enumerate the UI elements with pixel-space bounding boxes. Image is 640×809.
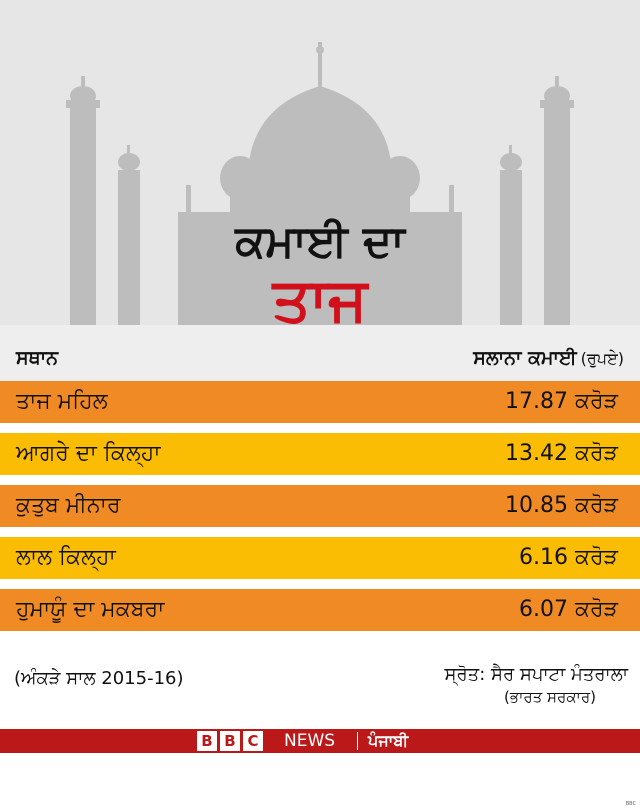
title-line-2: ਤਾਜ <box>272 265 368 325</box>
source-line-2: (ਭਾਰਤ ਸਰਕਾਰ) <box>504 688 596 706</box>
source-credit: ਸ੍ਰੋਤ: ਸੈਰ ਸਪਾਟਾ ਮੰਤਰਾਲਾ (ਭਾਰਤ ਸਰਕਾਰ) <box>445 664 628 708</box>
bbc-letter-2: B <box>220 731 240 751</box>
row-value: 13.42 ਕਰੋੜ <box>505 441 618 466</box>
row-bar <box>0 381 640 423</box>
row-place: ਲਾਲ ਕਿਲ੍ਹਾ <box>16 545 116 570</box>
bbc-letter-3: C <box>243 731 263 751</box>
language-label: ਪੰਜਾਬੀ <box>368 731 409 750</box>
column-header-place: ਸਥਾਨ <box>16 347 59 369</box>
bbc-logo: B B C <box>197 731 263 751</box>
row-place: ਹੁਮਾਯੂੰ ਦਾ ਮਕਬਰਾ <box>16 597 165 622</box>
row-place: ਤਾਜ ਮਹਿਲ <box>16 389 108 414</box>
title-line-1: ਕਮਾਈ ਦਾ <box>235 216 405 267</box>
corner-credit: BBC <box>625 801 636 807</box>
earnings-table: ਤਾਜ ਮਹਿਲ 17.87 ਕਰੋੜ ਆਗਰੇ ਦਾ ਕਿਲ੍ਹਾ 13.42 ਕਰ… <box>0 381 640 641</box>
row-value: 6.16 ਕਰੋੜ <box>519 545 618 570</box>
bbc-letter-1: B <box>197 731 217 751</box>
row-value: 6.07 ਕਰੋੜ <box>519 597 618 622</box>
row-bar <box>0 589 640 631</box>
earnings-label: ਸਲਾਨਾ ਕਮਾਈ <box>473 347 577 369</box>
taj-mahal-silhouette <box>66 42 574 325</box>
row-bar <box>0 485 640 527</box>
row-place: ਆਗਰੇ ਦਾ ਕਿਲ੍ਹਾ <box>16 441 161 466</box>
hero-banner: ਕਮਾਈ ਦਾ ਤਾਜ <box>0 0 640 325</box>
table-row: ਹੁਮਾਯੂੰ ਦਾ ਮਕਬਰਾ 6.07 ਕਰੋੜ <box>0 589 640 631</box>
table-row: ਕੁਤੁਬ ਮੀਨਾਰ 10.85 ਕਰੋੜ <box>0 485 640 527</box>
table-row: ਤਾਜ ਮਹਿਲ 17.87 ਕਰੋੜ <box>0 381 640 423</box>
table-row: ਆਗਰੇ ਦਾ ਕਿਲ੍ਹਾ 13.42 ਕਰੋੜ <box>0 433 640 475</box>
row-place: ਕੁਤੁਬ ਮੀਨਾਰ <box>16 493 121 518</box>
source-line-1: ਸ੍ਰੋਤ: ਸੈਰ ਸਪਾਟਾ ਮੰਤਰਾਲਾ <box>444 664 628 685</box>
table-row: ਲਾਲ ਕਿਲ੍ਹਾ 6.16 ਕਰੋੜ <box>0 537 640 579</box>
table-header: ਸਥਾਨ ਸਲਾਨਾ ਕਮਾਈ (ਰੁਪਏ) <box>0 325 640 381</box>
brand-divider <box>357 732 358 750</box>
row-bar <box>0 433 640 475</box>
row-value: 10.85 ਕਰੋੜ <box>505 493 618 518</box>
bbc-brand-bar: B B C NEWS ਪੰਜਾਬੀ <box>0 729 640 753</box>
row-bar <box>0 537 640 579</box>
news-wordmark: NEWS <box>284 731 336 751</box>
row-value: 17.87 ਕਰੋੜ <box>505 389 618 414</box>
year-footnote: (ਅੰਕੜੇ ਸਾਲ 2015-16) <box>14 668 184 689</box>
column-header-earnings: ਸਲਾਨਾ ਕਮਾਈ (ਰੁਪਏ) <box>473 347 624 369</box>
earnings-unit: (ਰੁਪਏ) <box>580 349 624 368</box>
